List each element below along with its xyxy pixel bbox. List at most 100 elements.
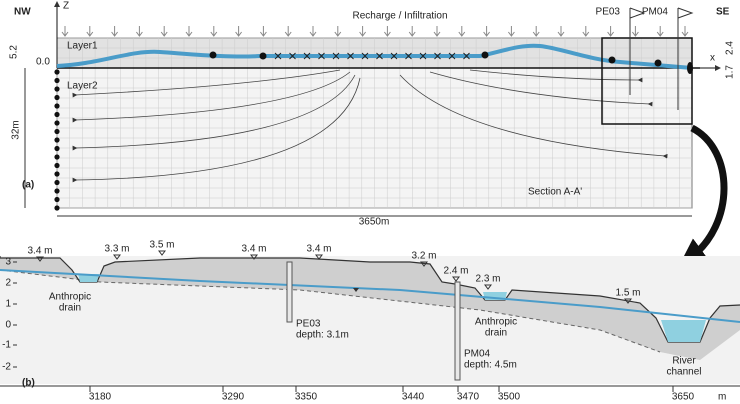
panel-b: 3.4 m 3.3 m 3.5 m 3.4 m 3.4 m 3.2 m 2.4 m 2.3 m… bbox=[0, 240, 740, 403]
boundary-dot bbox=[54, 171, 60, 177]
dim-label: 5.2 bbox=[9, 45, 20, 59]
boundary-dot bbox=[54, 111, 60, 118]
level-marker bbox=[315, 254, 323, 260]
drain-label: drain bbox=[485, 328, 507, 339]
x-label: x bbox=[710, 53, 715, 64]
recharge-arrow bbox=[483, 26, 490, 37]
recharge-arrow bbox=[582, 26, 590, 37]
recharge-arrow bbox=[160, 26, 168, 37]
y-tick-label: -2 bbox=[2, 362, 11, 373]
well-pm04 bbox=[454, 281, 461, 381]
recharge-arrow bbox=[656, 26, 664, 37]
recharge-arrow bbox=[557, 26, 565, 37]
well-label: PE03 bbox=[296, 319, 321, 330]
recharge-arrow bbox=[334, 26, 342, 37]
recharge-arrow bbox=[309, 26, 317, 37]
surface-level: 2.3 m bbox=[475, 274, 500, 285]
z-label: Z bbox=[63, 1, 69, 12]
boundary-dot bbox=[54, 205, 60, 211]
boundary-dot bbox=[54, 188, 60, 194]
drain-mark bbox=[405, 52, 412, 60]
recharge-arrow bbox=[508, 26, 515, 37]
boundary-dot bbox=[54, 86, 60, 92]
zoom-box bbox=[601, 37, 693, 125]
boundary-dot bbox=[54, 128, 60, 135]
drain-mark bbox=[376, 52, 383, 60]
recharge-arrow bbox=[359, 26, 366, 37]
recharge-arrow bbox=[433, 26, 441, 37]
dim-label: 32m bbox=[11, 120, 22, 139]
surface-level: 2.4 m bbox=[443, 266, 468, 277]
recharge-arrow bbox=[235, 26, 242, 37]
drain-mark bbox=[289, 52, 296, 60]
boundary-dot bbox=[54, 120, 60, 126]
drain-mark bbox=[274, 52, 282, 60]
level-marker bbox=[113, 254, 121, 260]
upper-layer bbox=[0, 258, 740, 360]
y-tick-label: 3 bbox=[5, 257, 11, 268]
well-label: PM04 bbox=[464, 349, 491, 360]
drain-label: drain bbox=[59, 303, 81, 314]
x-tick-label: 3470 bbox=[457, 392, 480, 403]
x-tick-label: 3650 bbox=[672, 392, 695, 403]
level-marker bbox=[36, 256, 44, 262]
boundary-dot bbox=[54, 179, 60, 186]
drain-mark bbox=[303, 52, 311, 60]
well-pe03 bbox=[286, 261, 293, 323]
recharge-label: Recharge / Infiltration bbox=[352, 11, 447, 22]
y-tick-label: 0 bbox=[5, 320, 11, 331]
recharge-arrow bbox=[632, 26, 639, 37]
recharge-arrow bbox=[284, 26, 292, 37]
recharge-arrow bbox=[260, 26, 267, 37]
x-tick-label: 3350 bbox=[295, 392, 318, 403]
river-label: River bbox=[672, 356, 696, 367]
drain-mark bbox=[419, 52, 427, 60]
layer1-label: Layer1 bbox=[67, 41, 98, 52]
boundary-dot bbox=[54, 145, 60, 152]
recharge-arrow bbox=[111, 26, 118, 37]
drain-mark bbox=[347, 52, 354, 60]
boundary-dots bbox=[54, 69, 60, 211]
boundary-dot bbox=[54, 162, 60, 169]
x-tick-label: 3500 bbox=[498, 392, 521, 403]
level-marker bbox=[158, 250, 166, 256]
surface-level: 3.4 m bbox=[306, 244, 331, 255]
river-label: channel bbox=[666, 367, 701, 378]
drain-mark bbox=[448, 52, 456, 60]
surface-level: 3.4 m bbox=[27, 246, 52, 257]
level-marker bbox=[250, 254, 258, 260]
panel-label: (b) bbox=[22, 378, 35, 389]
ticks: 3.4 m 3.3 m 3.5 m 3.4 m 3.4 m 3.2 m 2.4 m 2.3 m… bbox=[0, 240, 740, 403]
recharge-arrows bbox=[61, 26, 689, 37]
drain-label: Anthropic bbox=[49, 292, 91, 303]
well-depth: depth: 4.5m bbox=[464, 360, 517, 371]
dim-label: 2.4 bbox=[725, 41, 736, 55]
boundary-dot bbox=[54, 69, 60, 75]
drain-mark bbox=[434, 52, 441, 60]
surface-level: 3.5 m bbox=[149, 240, 174, 251]
drain-mark bbox=[361, 52, 369, 60]
boundary-dot bbox=[54, 196, 60, 203]
x-tick-label: 3180 bbox=[89, 392, 112, 403]
well-label: PM04 bbox=[642, 7, 669, 18]
section-label: Section A-A' bbox=[528, 187, 582, 198]
well-depth: depth: 3.1m bbox=[296, 330, 349, 341]
surface-level: 1.5 m bbox=[615, 288, 640, 299]
boundary-dot bbox=[54, 154, 60, 160]
panel-label: (a) bbox=[22, 180, 34, 191]
drain-mark bbox=[390, 52, 398, 60]
recharge-arrow bbox=[532, 26, 540, 37]
boundary-dot bbox=[54, 103, 60, 109]
layer2-label: Layer2 bbox=[67, 81, 98, 92]
drain-mark bbox=[463, 52, 470, 60]
surface-level: 3.2 m bbox=[411, 251, 436, 262]
x-unit: m bbox=[718, 392, 726, 403]
recharge-arrow bbox=[185, 26, 193, 37]
y-tick-label: 1 bbox=[5, 299, 11, 310]
nw: NW bbox=[14, 7, 31, 18]
level-marker bbox=[353, 288, 359, 292]
level-marker bbox=[484, 284, 492, 290]
length-label: 3650m bbox=[359, 217, 390, 228]
panel-a: NW Z SE x Recharge / Infiltration PE03 P… bbox=[9, 1, 736, 267]
